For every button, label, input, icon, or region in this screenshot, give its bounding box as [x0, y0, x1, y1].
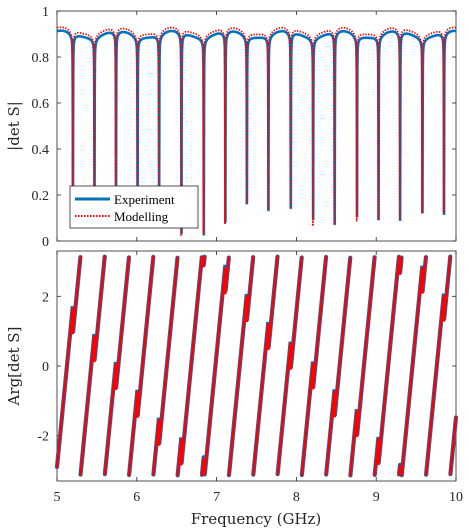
bottom-series-modelling-branch	[424, 255, 452, 476]
bottom-series-modelling-branch	[200, 457, 205, 477]
bottom-series-modelling-branch	[203, 256, 231, 476]
bottom-series-modelling-branch	[103, 256, 131, 476]
bottom-series-modelling-branch	[449, 416, 458, 476]
bottom-xtick-label: 10	[449, 490, 463, 505]
bottom-series-modelling-branch	[227, 255, 255, 477]
bottom-ylabel: Arg[det S]	[5, 327, 23, 407]
bottom-ytick-label: -2	[37, 430, 49, 445]
top-ytick-label: 1	[42, 5, 49, 20]
legend-modelling-label: Modelling	[114, 209, 169, 224]
bottom-xtick-label: 5	[54, 490, 61, 505]
bottom-series-modelling-branch	[276, 256, 304, 476]
top-series-modelling	[56, 26, 457, 237]
bottom-xtick-label: 7	[213, 490, 220, 505]
bottom-series-modelling-branch	[373, 255, 401, 477]
legend: Experiment Modelling	[69, 185, 199, 229]
bottom-series-modelling-branch	[398, 256, 403, 276]
bottom-series-modelling-branch	[127, 255, 155, 477]
legend-box	[69, 185, 199, 229]
bottom-series-modelling-branch	[55, 255, 82, 469]
bottom-axes: 5 6 7 8 9 10 -2 0 2 Arg[det S] Frequency (GHz)	[5, 250, 463, 528]
top-ytick-label: 0.4	[32, 143, 50, 158]
bottom-series-modelling-branch	[300, 255, 328, 477]
bottom-series-modelling-branch	[252, 255, 279, 476]
bottom-series-group	[54, 254, 459, 478]
legend-experiment-label: Experiment	[114, 192, 175, 207]
bottom-series-modelling-branch	[176, 255, 204, 477]
top-series-group	[56, 26, 457, 237]
bottom-series-modelling-branch	[349, 255, 376, 477]
top-axes: 0 0.2 0.4 0.6 0.8 1 |det S| Experiment Modell…	[5, 5, 457, 250]
bottom-series-modelling-branch	[202, 255, 206, 268]
bottom-xlabel: Frequency (GHz)	[191, 510, 322, 528]
top-ylabel: |det S|	[5, 101, 23, 151]
top-ytick-label: 0.8	[32, 51, 50, 66]
bottom-series-modelling-branch	[152, 256, 179, 476]
bottom-series-modelling-branch	[324, 256, 352, 476]
bottom-series-modelling-branch	[397, 464, 402, 476]
bottom-xtick-label: 9	[373, 490, 380, 505]
bottom-xtick-label: 8	[293, 490, 300, 505]
bottom-series-modelling-branch	[400, 255, 428, 477]
top-series-experiment	[56, 29, 457, 236]
top-ytick-label: 0	[42, 235, 49, 250]
top-ytick-label: 0.2	[32, 189, 50, 204]
bottom-series-modelling-branch	[79, 255, 107, 476]
top-ytick-label: 0.6	[32, 97, 50, 112]
bottom-ytick-label: 0	[42, 360, 49, 375]
bottom-ytick-label: 2	[42, 290, 49, 305]
bottom-xtick-label: 6	[133, 490, 140, 505]
